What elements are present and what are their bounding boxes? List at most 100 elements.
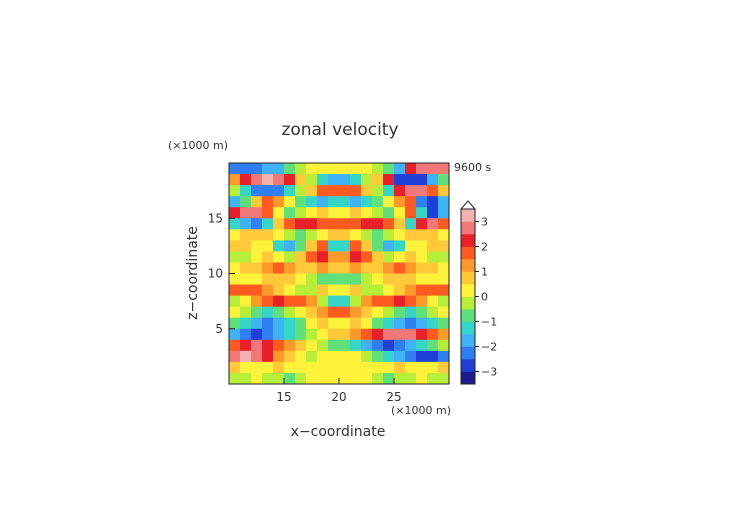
field-cell [350,174,362,186]
field-cell [229,196,241,208]
field-cell [427,372,439,385]
field-cell [438,196,450,208]
field-cell [438,361,450,374]
field-cell [383,240,395,252]
field-cell [229,295,241,308]
y-axis-label: z−coordinate [185,226,201,320]
colorbar-swatch [461,309,475,322]
field-cell [416,229,428,241]
field-cell [284,295,296,308]
field-cell [273,240,285,252]
colorbar: 3 2 1 0 −1 −2 −3 [459,200,497,385]
field-cell [328,273,340,285]
colorbar-tick-label: 3 [481,216,488,229]
field-cell [438,240,450,252]
field-cell [251,262,263,274]
field-cell [240,163,252,175]
field-cell [405,372,417,385]
field-cell [416,284,428,296]
field-cell [372,361,384,374]
field-cell [416,273,428,285]
field-cell [240,229,252,241]
x-axis-unit: (×1000 m) [391,404,451,417]
field-cell [251,372,263,385]
field-cell [394,218,406,230]
field-cell [306,174,318,186]
colorbar-extend-arrow [459,200,477,210]
field-cell [306,240,318,252]
field-cell [339,218,351,230]
field-cell [262,174,274,186]
field-cell [317,328,329,341]
field-cell [383,163,395,175]
field-cell [383,207,395,219]
field-cell [339,240,351,252]
field-cell [438,185,450,197]
field-cell [317,350,329,363]
field-cell [251,163,263,175]
field-cell [405,218,417,230]
field-cell [328,240,340,252]
field-cell [416,306,428,319]
field-cell [427,328,439,341]
field-cell [240,295,252,308]
field-cell [361,262,373,274]
field-cell [361,350,373,363]
field-cell [350,262,362,274]
field-cell [229,218,241,230]
field-cell [405,284,417,296]
field-cell [350,339,362,352]
field-cell [229,174,241,186]
field-cell [372,262,384,274]
colorbar-swatch [461,271,475,285]
field-cell [372,317,384,330]
colorbar-swatch [461,209,475,222]
field-cell [438,295,450,308]
field-cell [251,350,263,363]
field-cell [416,295,428,308]
field-cell [295,185,307,197]
field-cell [405,174,417,186]
field-cell [416,262,428,274]
field-cell [361,372,373,385]
field-cell [394,229,406,241]
field-cell [229,361,241,374]
field-cell [273,218,285,230]
field-cell [438,174,450,186]
field-cell [339,163,351,175]
field-cell [273,229,285,241]
field-cell [306,284,318,296]
field-cell [262,262,274,274]
field-cell [394,306,406,319]
field-cell [295,163,307,175]
field-cell [295,339,307,352]
field-cell [229,284,241,296]
field-cell [273,372,285,385]
field-cell [284,317,296,330]
field-cell [251,229,263,241]
field-cell [328,284,340,296]
field-cell [317,284,329,296]
field-cell [361,240,373,252]
chart-title: zonal velocity [281,120,398,140]
field-cell [262,306,274,319]
field-cell [273,174,285,186]
field-cell [372,273,384,285]
field-cell [372,240,384,252]
field-cell [416,163,428,175]
field-cell [317,196,329,208]
field-cell [317,229,329,241]
field-cell [240,372,252,385]
field-cell [240,284,252,296]
field-cell [328,339,340,352]
field-cell [262,295,274,308]
field-cell [262,196,274,208]
field-cell [394,317,406,330]
field-cell [262,229,274,241]
field-cell [306,339,318,352]
field-cell [372,328,384,341]
field-cell [339,339,351,352]
colorbar-swatch [461,359,475,372]
field-cell [306,372,318,385]
field-cell [229,306,241,319]
